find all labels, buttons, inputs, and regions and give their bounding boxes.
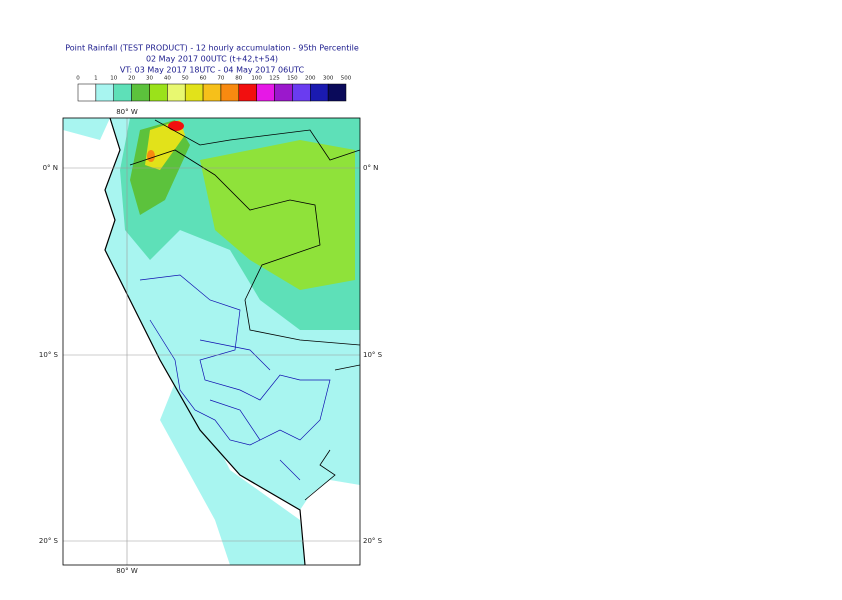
colorbar-label: 100 (251, 76, 262, 82)
colorbar-swatch (292, 83, 311, 102)
colorbar-label: 30 (146, 76, 153, 82)
lon-label: 80° W (116, 567, 138, 575)
colorbar-swatch (149, 83, 168, 102)
subtitle: VT: 03 May 2017 18UTC - 04 May 2017 06UT… (120, 66, 305, 75)
colorbar-swatch (274, 83, 293, 102)
colorbar-swatch (184, 83, 204, 102)
colorbar-swatch (202, 83, 222, 102)
colorbar-label: 125 (269, 76, 280, 82)
colorbar-label: 10 (110, 76, 117, 82)
colorbar-swatch (327, 83, 347, 102)
colorbar-swatch (220, 83, 240, 102)
colorbar-swatch (113, 83, 132, 102)
colorbar: 0 1 10 20 30 40 50 60 70 80 100 125 150 200 300 500 (76, 76, 352, 102)
colorbar-label: 40 (164, 76, 171, 82)
colorbar-label: 70 (217, 76, 224, 82)
lat-label: 20° S (39, 537, 59, 545)
lon-label: 80° W (116, 108, 138, 116)
lat-label: 0° N (43, 164, 58, 172)
colorbar-swatch (167, 83, 186, 102)
colorbar-swatch (131, 83, 150, 102)
title: Point Rainfall (TEST PRODUCT) - 12 hourl… (65, 44, 359, 53)
colorbar-swatch (77, 83, 97, 102)
colorbar-label: 80 (235, 76, 242, 82)
colorbar-swatch (238, 83, 257, 102)
colorbar-label: 50 (182, 76, 189, 82)
map (63, 118, 360, 565)
colorbar-swatch (95, 83, 114, 102)
colorbar-label: 1 (94, 76, 98, 82)
colorbar-label: 300 (323, 76, 334, 82)
colorbar-swatch (256, 83, 275, 102)
colorbar-label: 200 (305, 76, 316, 82)
colorbar-label: 150 (287, 76, 298, 82)
subtitle: 02 May 2017 00UTC (t+42,t+54) (146, 55, 278, 64)
colorbar-label: 0 (76, 76, 80, 82)
lat-label: 20° S (363, 537, 383, 545)
lat-label: 10° S (39, 351, 59, 359)
lat-label: 10° S (363, 351, 383, 359)
colorbar-swatch (310, 83, 329, 102)
colorbar-label: 60 (200, 76, 207, 82)
colorbar-label: 20 (128, 76, 135, 82)
colorbar-label: 500 (341, 76, 352, 82)
lat-label: 0° N (363, 164, 378, 172)
